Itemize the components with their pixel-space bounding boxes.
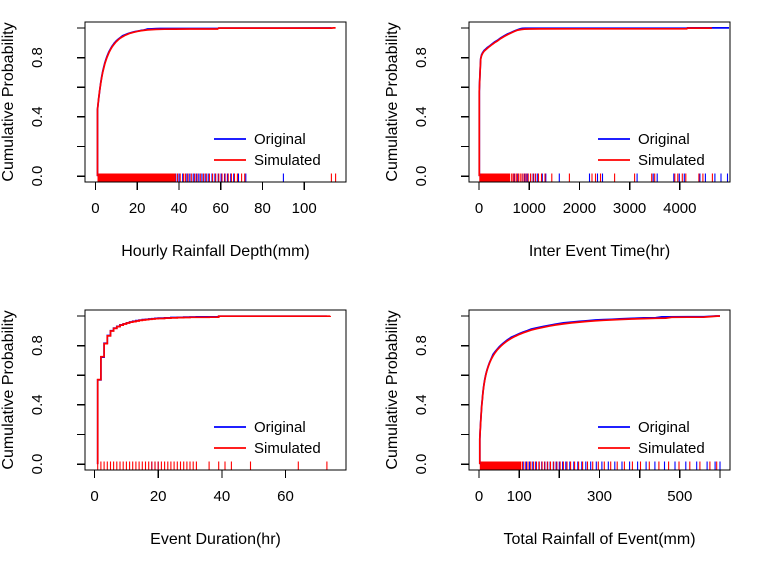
- axes-box: [461, 21, 731, 190]
- x-tick-label: 40: [214, 488, 231, 505]
- x-tick-label: 80: [254, 200, 271, 217]
- x-tick-label: 20: [129, 200, 146, 217]
- y-tick-label: 0.4: [413, 106, 430, 127]
- y-tick-label: 0.0: [413, 454, 430, 475]
- x-tick-label: 100: [292, 200, 317, 217]
- legend: Original Simulated: [598, 419, 705, 457]
- y-tick-label: 0.4: [29, 394, 46, 415]
- x-tick-label: 300: [587, 488, 612, 505]
- rug-simulated: [479, 461, 718, 470]
- x-tick-label: 0: [91, 200, 99, 217]
- plot-inter-event-time: 0 1000 2000 3000 4000 0.0 0.4 0.8 Inter Event Ti…: [384, 21, 731, 260]
- panel-bottom-left: 0 20 40 60 0.0 0.4 0.8 Event Duration(hr) Cumula…: [0, 288, 384, 576]
- axis-labels: 0 20 40 60 0.0 0.4 0.8 Event Duration(hr) Cumula…: [0, 310, 294, 548]
- x-tick-label: 500: [667, 488, 692, 505]
- y-tick-label: 0.8: [413, 335, 430, 356]
- rug-simulated: [97, 173, 337, 182]
- legend-label-original: Original: [638, 131, 690, 148]
- plot-total-rainfall-of-event: 0 100 300 500 0.0 0.4 0.8 Total Rainfall of Eve…: [384, 309, 731, 548]
- x-tick-label: 3000: [613, 200, 646, 217]
- axis-labels: 0 20 40 60 80 100 0.0 0.4 0.8 Hourly Rainfall Dep…: [0, 22, 317, 260]
- x-tick-label: 60: [212, 200, 229, 217]
- rug-simulated: [479, 173, 713, 182]
- y-tick-label: 0.8: [29, 335, 46, 356]
- x-axis-title: Hourly Rainfall Depth(mm): [121, 243, 310, 260]
- x-axis-title: Inter Event Time(hr): [529, 243, 670, 260]
- x-tick-label: 4000: [663, 200, 696, 217]
- x-tick-label: 1000: [513, 200, 546, 217]
- legend-label-original: Original: [254, 419, 306, 436]
- legend-label-original: Original: [638, 419, 690, 436]
- series-simulated-curve: [478, 27, 712, 177]
- rug-band-simulated: [97, 173, 176, 182]
- panel-bottom-right: 0 100 300 500 0.0 0.4 0.8 Total Rainfall of Eve…: [384, 288, 768, 576]
- x-tick-label: 60: [277, 488, 294, 505]
- axes-box: [461, 309, 731, 478]
- rug-band-simulated: [479, 461, 522, 470]
- legend-label-simulated: Simulated: [638, 440, 705, 457]
- y-axis-title: Cumulative Probability: [0, 310, 17, 469]
- y-tick-label: 0.4: [29, 106, 46, 127]
- y-tick-label: 0.0: [29, 454, 46, 475]
- legend-label-simulated: Simulated: [638, 152, 705, 169]
- rug-original: [513, 173, 729, 182]
- legend-label-simulated: Simulated: [254, 440, 321, 457]
- x-tick-label: 20: [150, 488, 167, 505]
- legend: Original Simulated: [214, 419, 321, 457]
- x-tick-label: 0: [475, 200, 483, 217]
- x-tick-label: 0: [90, 488, 98, 505]
- legend-label-simulated: Simulated: [254, 152, 321, 169]
- legend: Original Simulated: [214, 131, 321, 169]
- panel-top-left: 0 20 40 60 80 100 0.0 0.4 0.8 Hourly Rainfall Dep…: [0, 0, 384, 288]
- y-axis-title: Cumulative Probability: [0, 22, 17, 181]
- y-axis-title: Cumulative Probability: [384, 22, 401, 181]
- axis-labels: 0 100 300 500 0.0 0.4 0.8 Total Rainfall of Eve…: [384, 310, 696, 548]
- series-simulated-curve: [478, 315, 720, 465]
- rug-band-simulated: [479, 173, 511, 182]
- panel-top-right: 0 1000 2000 3000 4000 0.0 0.4 0.8 Inter Event Ti…: [384, 0, 768, 288]
- y-tick-label: 0.0: [29, 166, 46, 187]
- y-tick-label: 0.0: [413, 166, 430, 187]
- y-tick-label: 0.8: [413, 47, 430, 68]
- axes-box: [77, 21, 347, 190]
- y-tick-label: 0.4: [413, 394, 430, 415]
- axes-box: [77, 309, 347, 478]
- rug-original: [175, 173, 284, 182]
- plot-event-duration: 0 20 40 60 0.0 0.4 0.8 Event Duration(hr) Cumula…: [0, 309, 347, 548]
- axis-labels: 0 1000 2000 3000 4000 0.0 0.4 0.8 Inter Event Ti…: [384, 22, 696, 260]
- x-tick-label: 100: [507, 488, 532, 505]
- legend-label-original: Original: [254, 131, 306, 148]
- x-tick-label: 0: [475, 488, 483, 505]
- x-tick-label: 2000: [563, 200, 596, 217]
- y-tick-label: 0.8: [29, 47, 46, 68]
- x-axis-title: Total Rainfall of Event(mm): [503, 531, 695, 548]
- series-simulated-curve: [96, 27, 336, 177]
- plot-hourly-rainfall-depth: 0 20 40 60 80 100 0.0 0.4 0.8 Hourly Rainfall Dep…: [0, 21, 347, 260]
- series-simulated-curve: [96, 315, 331, 465]
- x-tick-label: 40: [171, 200, 188, 217]
- y-axis-title: Cumulative Probability: [384, 310, 401, 469]
- legend: Original Simulated: [598, 131, 705, 169]
- rug-original: [522, 461, 721, 470]
- x-axis-title: Event Duration(hr): [150, 531, 281, 548]
- rug-simulated: [97, 461, 328, 470]
